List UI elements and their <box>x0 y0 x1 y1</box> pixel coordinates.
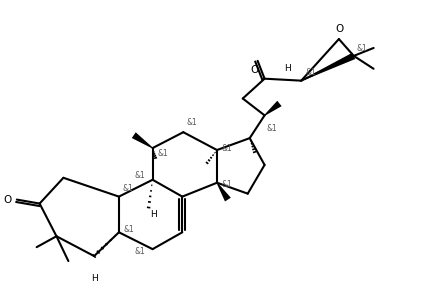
Text: O: O <box>335 24 343 34</box>
Text: &1: &1 <box>186 118 197 127</box>
Text: &1: &1 <box>305 68 315 77</box>
Text: &1: &1 <box>221 144 232 152</box>
Polygon shape <box>300 53 355 81</box>
Text: &1: &1 <box>135 247 145 256</box>
Text: O: O <box>250 65 258 75</box>
Text: &1: &1 <box>124 225 134 234</box>
Polygon shape <box>263 101 281 116</box>
Text: &1: &1 <box>122 184 133 192</box>
Polygon shape <box>132 132 152 148</box>
Text: &1: &1 <box>266 124 276 133</box>
Text: H: H <box>284 64 291 73</box>
Polygon shape <box>216 182 230 201</box>
Text: H: H <box>150 210 157 220</box>
Text: &1: &1 <box>157 149 168 159</box>
Text: H: H <box>91 274 97 283</box>
Text: &1: &1 <box>356 44 367 53</box>
Text: &1: &1 <box>135 171 145 180</box>
Text: &1: &1 <box>221 180 232 189</box>
Text: O: O <box>3 195 12 205</box>
